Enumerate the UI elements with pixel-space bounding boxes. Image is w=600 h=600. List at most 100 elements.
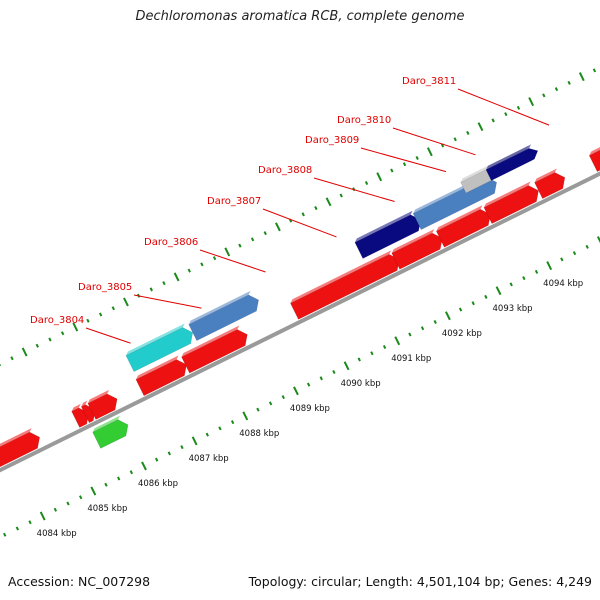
major-tick (275, 222, 281, 232)
major-tick (343, 361, 350, 371)
feature-bevel (354, 210, 413, 243)
feature-body (125, 327, 194, 373)
minor-tick (466, 130, 470, 135)
kbp-label: 4088 kbp (239, 429, 279, 439)
kbp-label: 4093 kbp (493, 304, 533, 314)
minor-tick (306, 382, 311, 387)
major-tick (394, 336, 401, 346)
genome-backbone (0, 171, 600, 473)
feature-bevel (181, 325, 240, 358)
minor-tick (281, 395, 285, 400)
feature-bevel (188, 290, 251, 325)
label-leader-line (199, 249, 266, 273)
minor-tick (491, 118, 495, 123)
inner-tick-track (3, 236, 600, 537)
minor-tick (364, 181, 369, 186)
minor-tick (167, 451, 171, 456)
feature-bevel (87, 389, 110, 404)
feature-bevel (483, 181, 531, 208)
gene-label-layer: Daro_3804 Daro_3805 Daro_3806 Daro_3807 Daro… (30, 76, 456, 326)
minor-tick (187, 268, 191, 273)
minor-tick (60, 331, 65, 336)
feature-body (483, 185, 539, 225)
label-leader-line (313, 177, 395, 202)
minor-tick (263, 231, 267, 236)
minor-tick (433, 319, 437, 324)
feature-bevel (534, 168, 557, 183)
feature-bevel (0, 428, 32, 447)
major-tick (293, 386, 299, 396)
minor-tick (200, 262, 204, 267)
page-title: Dechloromonas aromatica RCB, complete ge… (135, 9, 465, 24)
label-leader-line (360, 147, 447, 173)
kbp-label: 4086 kbp (138, 479, 178, 489)
major-tick (444, 311, 451, 321)
minor-tick (509, 282, 513, 287)
minor-tick (458, 307, 463, 312)
gene-label: Daro_3810 (337, 115, 391, 126)
minor-tick (256, 407, 260, 412)
minor-tick (104, 482, 108, 487)
minor-tick (314, 206, 318, 211)
major-tick (528, 97, 535, 107)
label-leaders (85, 88, 550, 344)
gene-feature (391, 229, 443, 270)
minor-tick (567, 80, 571, 85)
gene-label: Daro_3808 (258, 165, 312, 176)
gene-label: Daro_3811 (402, 76, 456, 87)
minor-tick (301, 212, 305, 217)
feature-body (588, 149, 600, 173)
minor-tick (230, 420, 235, 425)
label-leader-line (457, 88, 550, 126)
gene-feature (87, 389, 118, 420)
feature-bevel (81, 400, 88, 407)
major-tick (578, 72, 585, 82)
minor-tick (3, 532, 7, 537)
feature-layer (0, 144, 600, 468)
minor-tick (250, 237, 255, 242)
minor-tick (212, 256, 217, 261)
minor-tick (420, 326, 425, 331)
minor-tick (218, 426, 222, 431)
minor-tick (28, 520, 32, 525)
minor-tick (149, 287, 153, 292)
major-tick (39, 511, 46, 521)
minor-tick (415, 155, 419, 160)
major-tick (191, 436, 198, 446)
minor-tick (205, 432, 209, 437)
minor-tick (534, 269, 539, 274)
minor-tick (79, 495, 83, 500)
minor-tick (592, 68, 597, 73)
gene-label: Daro_3809 (305, 135, 359, 146)
minor-tick (238, 243, 242, 248)
feature-body (485, 148, 539, 181)
accession-text: Accession: NC_007298 (8, 574, 151, 589)
minor-tick (154, 457, 159, 462)
label-leader-line (262, 208, 337, 238)
feature-body (435, 208, 491, 248)
minor-tick (542, 93, 546, 98)
feature-bevel (391, 229, 435, 254)
major-tick (141, 461, 147, 471)
minor-tick (15, 526, 20, 531)
major-tick (546, 261, 553, 271)
topology-text: Topology: circular; Length: 4,501,104 bp… (248, 574, 592, 589)
label-leader-line (133, 294, 202, 309)
minor-tick (390, 168, 394, 173)
minor-tick (180, 445, 184, 450)
gene-feature (0, 428, 40, 468)
kbp-label: 4090 kbp (341, 379, 381, 389)
major-tick (224, 247, 231, 257)
gene-label: Daro_3806 (144, 237, 198, 248)
gene-feature (588, 147, 600, 173)
major-tick (21, 347, 28, 357)
minor-tick (162, 281, 166, 286)
feature-body (181, 329, 248, 374)
minor-tick (111, 306, 115, 311)
feature-bevel (436, 205, 483, 232)
label-leader-line (85, 327, 131, 344)
gene-label: Daro_3807 (207, 196, 261, 207)
kbp-label: 4094 kbp (543, 279, 583, 289)
gene-label: Daro_3805 (78, 282, 132, 293)
